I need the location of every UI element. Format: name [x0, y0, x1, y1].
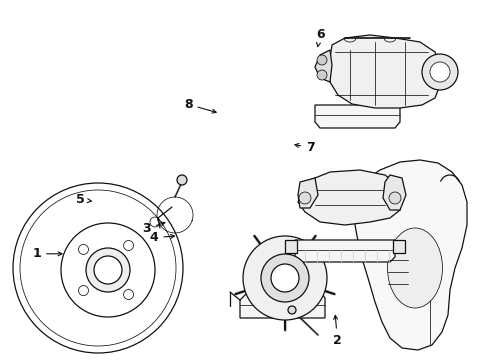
- Text: 1: 1: [32, 247, 62, 260]
- Polygon shape: [314, 105, 399, 128]
- Circle shape: [316, 55, 326, 65]
- Polygon shape: [329, 35, 439, 108]
- Circle shape: [243, 236, 326, 320]
- Circle shape: [429, 62, 449, 82]
- Text: 3: 3: [142, 222, 164, 235]
- Polygon shape: [285, 240, 296, 253]
- Polygon shape: [294, 240, 394, 262]
- Circle shape: [270, 264, 298, 292]
- Circle shape: [421, 54, 457, 90]
- Circle shape: [261, 254, 308, 302]
- Polygon shape: [392, 240, 404, 253]
- Text: 8: 8: [183, 98, 216, 113]
- Text: 4: 4: [149, 231, 174, 244]
- Circle shape: [94, 256, 122, 284]
- Polygon shape: [382, 175, 405, 210]
- Polygon shape: [352, 160, 466, 350]
- Circle shape: [316, 70, 326, 80]
- Circle shape: [388, 192, 400, 204]
- Text: 2: 2: [332, 315, 341, 347]
- Polygon shape: [314, 50, 331, 82]
- Ellipse shape: [386, 228, 442, 308]
- Circle shape: [86, 248, 130, 292]
- Polygon shape: [297, 178, 317, 208]
- Text: 5: 5: [76, 193, 91, 206]
- Circle shape: [177, 175, 186, 185]
- Text: 6: 6: [315, 28, 324, 47]
- Polygon shape: [297, 170, 401, 225]
- Polygon shape: [240, 290, 325, 318]
- Circle shape: [287, 306, 295, 314]
- Circle shape: [298, 192, 310, 204]
- Text: 7: 7: [294, 141, 314, 154]
